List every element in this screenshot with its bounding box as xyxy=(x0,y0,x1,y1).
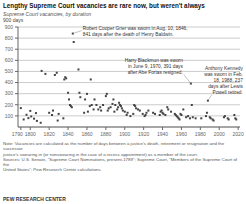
svg-text:1860: 1860 xyxy=(81,131,92,137)
svg-text:2000: 2000 xyxy=(214,131,225,137)
html-text:900 days: 900 days xyxy=(3,17,24,23)
svg-text:400: 400 xyxy=(8,79,13,85)
svg-text:1800: 1800 xyxy=(25,131,36,137)
svg-text:600: 600 xyxy=(8,57,13,63)
html-text:PEW RESEARCH CENTER: PEW RESEARCH CENTER xyxy=(3,196,66,202)
svg-text:300: 300 xyxy=(8,90,13,96)
svg-text:Anthony Kennedywas sworn in Fe: Anthony Kennedywas sworn in Feb.18, 1988… xyxy=(204,66,238,95)
html-text:Lengthy Supreme Court vacancie: Lengthy Supreme Court vacancies are rare… xyxy=(3,2,205,9)
svg-text:2020: 2020 xyxy=(233,131,238,137)
svg-text:500: 500 xyxy=(8,68,13,74)
svg-text:Harry Blackmun was swornin Jun: Harry Blackmun was swornin June 9, 1970,… xyxy=(125,58,184,75)
svg-text:1980: 1980 xyxy=(195,131,206,137)
svg-text:1880: 1880 xyxy=(100,131,111,137)
svg-text:1960: 1960 xyxy=(176,131,187,137)
svg-text:100: 100 xyxy=(8,113,13,119)
svg-text:1820: 1820 xyxy=(44,131,55,137)
svg-text:200: 200 xyxy=(8,102,13,108)
svg-text:Robert Cooper Grier was sworn: Robert Cooper Grier was sworn in Aug. 10… xyxy=(83,26,188,37)
svg-text:1920: 1920 xyxy=(138,131,149,137)
svg-text:700: 700 xyxy=(8,46,13,52)
svg-text:1900: 1900 xyxy=(119,131,130,137)
svg-text:900: 900 xyxy=(8,24,13,30)
svg-text:800: 800 xyxy=(8,35,13,41)
html-text:Supreme Court vacancies, by du: Supreme Court vacancies, by duration xyxy=(3,10,92,17)
svg-text:1840: 1840 xyxy=(63,131,74,137)
svg-text:1790: 1790 xyxy=(12,131,23,137)
html-text:Note: Vacancies are calculated: Note: Vacancies are calculated as the nu… xyxy=(3,141,238,173)
svg-text:1940: 1940 xyxy=(157,131,168,137)
